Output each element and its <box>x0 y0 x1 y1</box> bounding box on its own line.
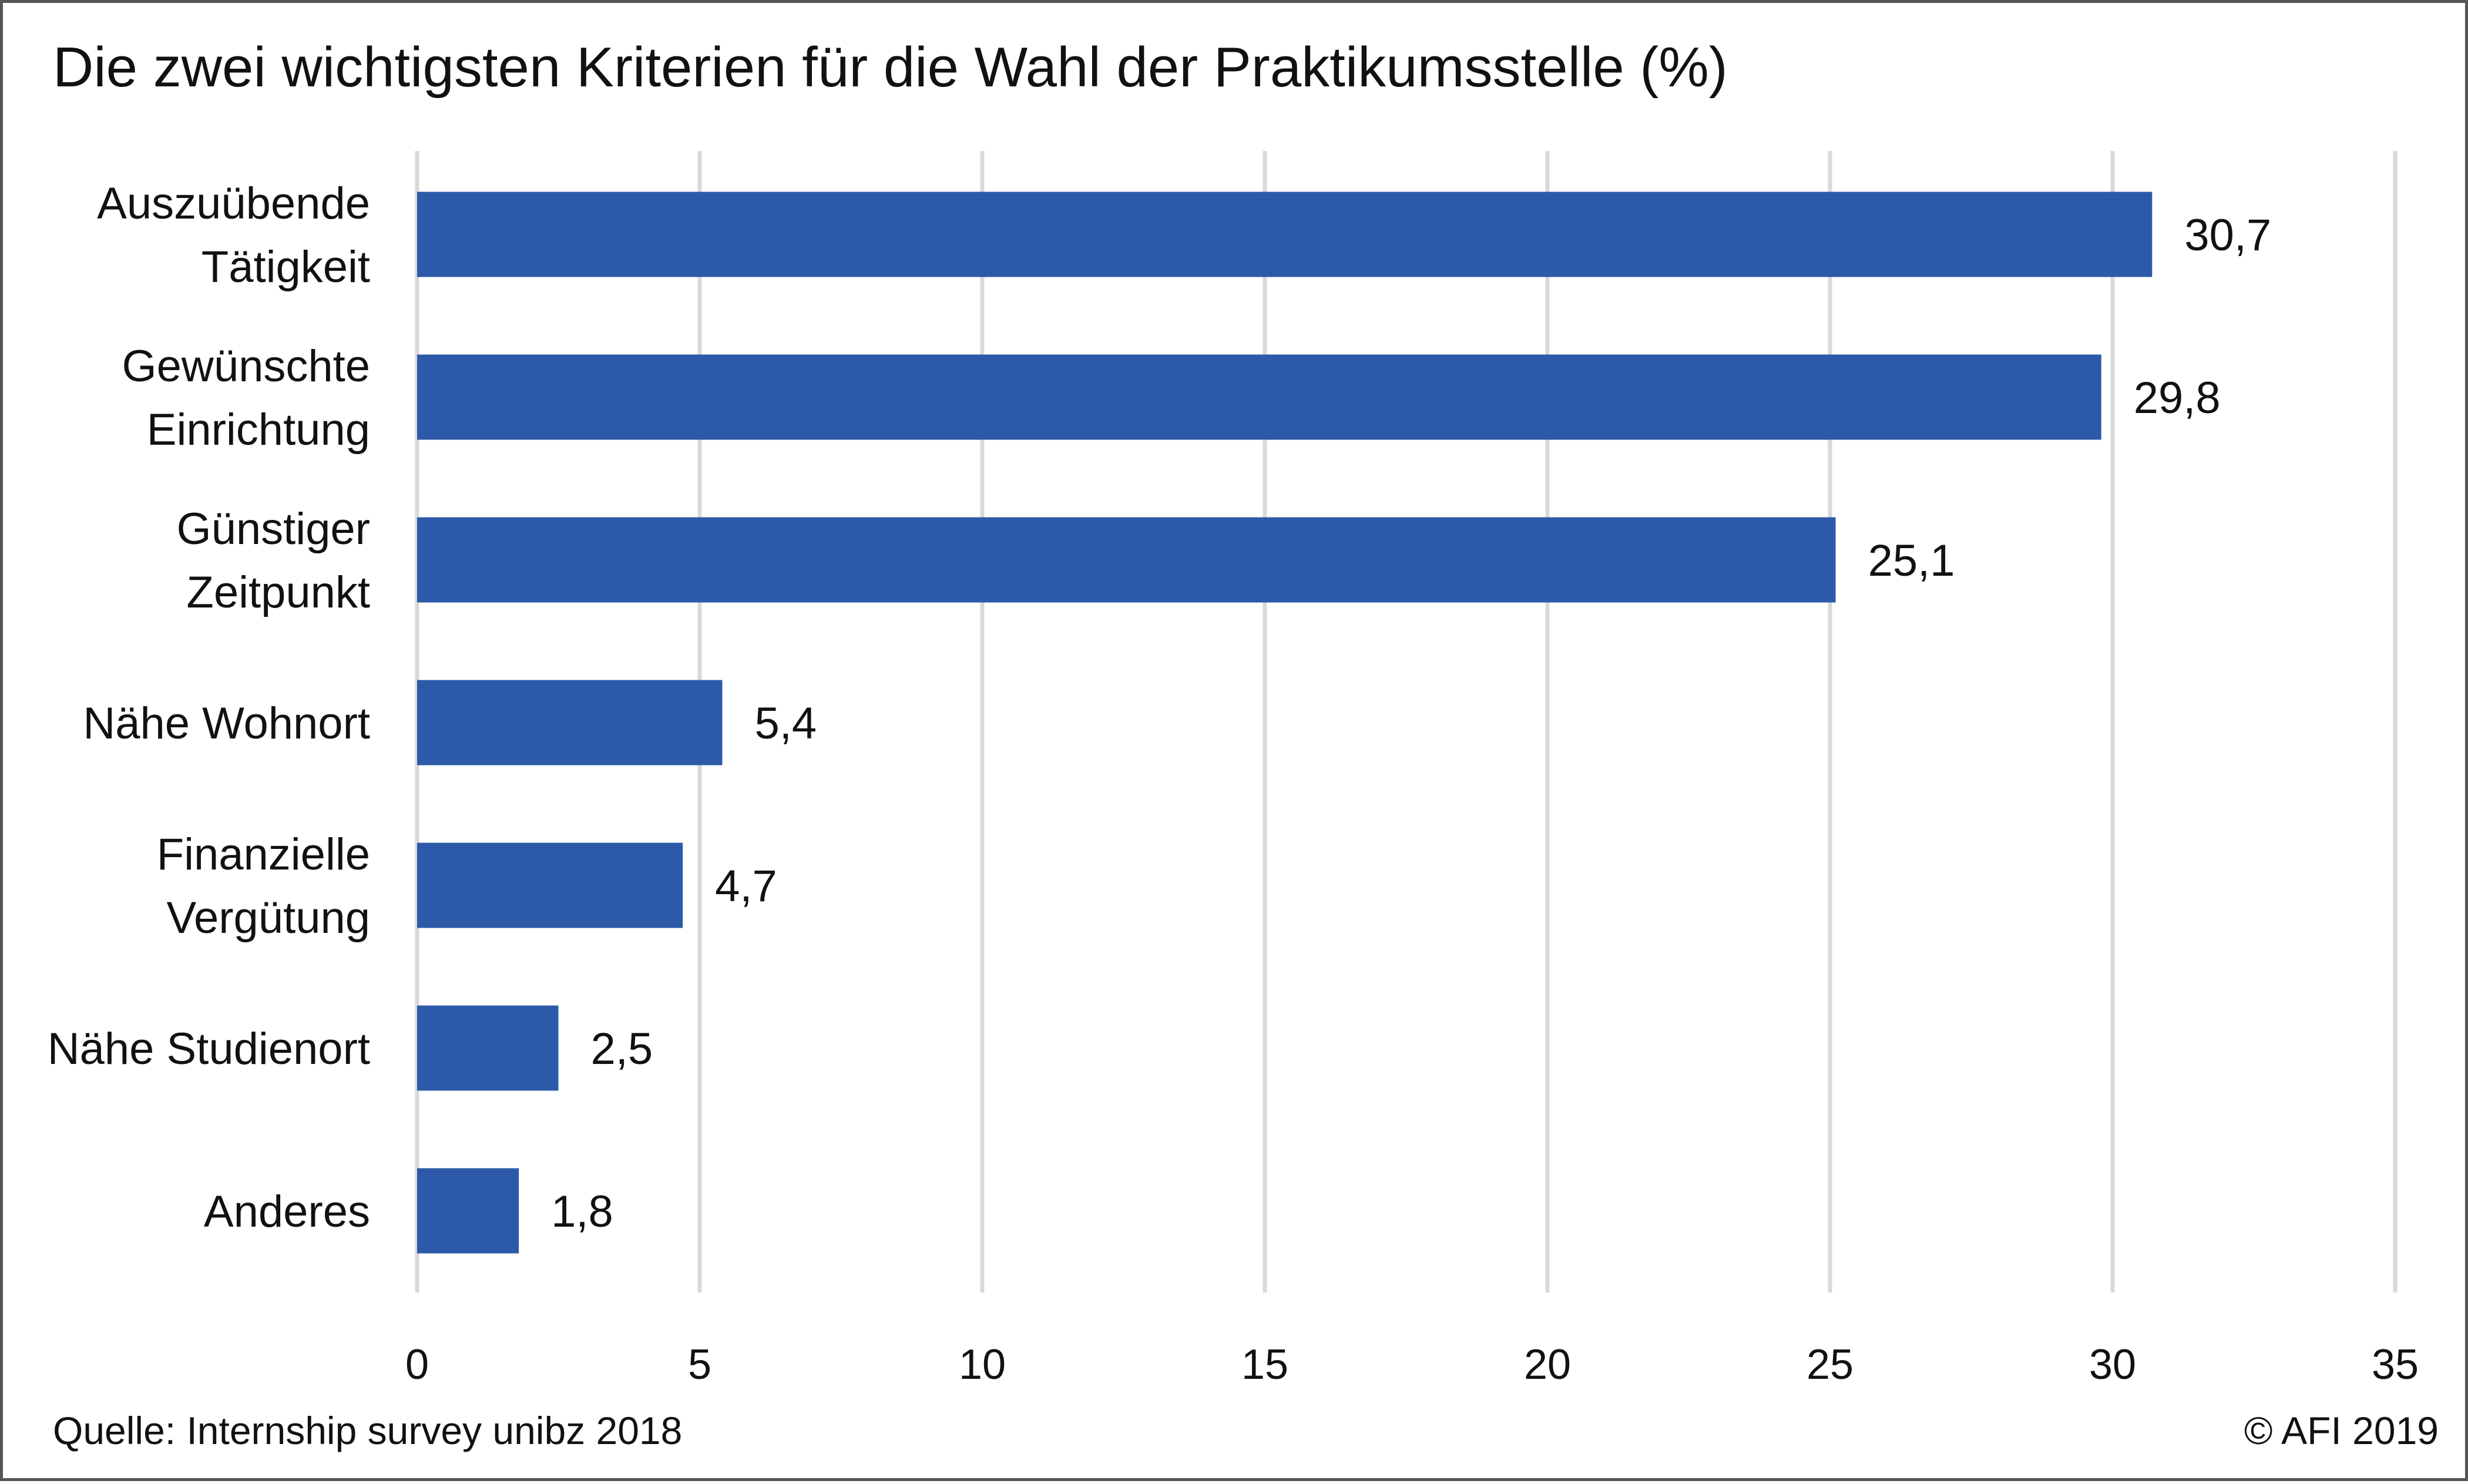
bar-4 <box>417 842 683 928</box>
value-labels: 30,7 29,8 25,1 5,4 4,7 2,5 1,8 <box>551 210 2271 1237</box>
x-tick-label-5: 5 <box>688 1341 711 1388</box>
category-label-4-line-1: Vergütung <box>166 893 370 943</box>
x-tick-label-0: 0 <box>405 1341 429 1388</box>
bar-1 <box>417 354 2101 440</box>
bar-2 <box>417 517 1836 603</box>
x-tick-label-30: 30 <box>2089 1341 2136 1388</box>
bar-3 <box>417 680 723 765</box>
value-label-3: 5,4 <box>754 699 817 748</box>
category-label-1-line-1: Einrichtung <box>147 405 370 455</box>
bar-0 <box>417 192 2153 277</box>
bar-5 <box>417 1005 559 1091</box>
category-label-2-line-0: Günstiger <box>177 504 371 554</box>
category-labels: Auszuübende Tätigkeit Gewünschte Einrichtun… <box>48 179 370 1237</box>
source-note: Quelle: Internship survey unibz 2018 <box>53 1409 683 1452</box>
chart-plot: Auszuübende Tätigkeit Gewünschte Einrichtun… <box>48 151 2419 1388</box>
value-label-4: 4,7 <box>715 861 777 911</box>
category-label-4-line-0: Finanzielle <box>157 830 370 879</box>
x-tick-label-10: 10 <box>959 1341 1006 1388</box>
bars <box>417 192 2153 1254</box>
category-label-0-line-1: Tätigkeit <box>202 242 370 292</box>
copyright-note: © AFI 2019 <box>2244 1409 2439 1452</box>
x-tick-label-35: 35 <box>2372 1341 2419 1388</box>
category-label-6-line-0: Anderes <box>204 1187 370 1237</box>
category-label-5-line-0: Nähe Studienort <box>48 1024 370 1074</box>
x-axis-ticks: 0 5 10 15 20 25 30 35 <box>405 1341 2419 1388</box>
x-tick-label-20: 20 <box>1524 1341 1571 1388</box>
value-label-1: 29,8 <box>2134 373 2221 423</box>
category-label-0-line-0: Auszuübende <box>97 179 370 229</box>
value-label-2: 25,1 <box>1868 536 1955 586</box>
value-label-6: 1,8 <box>551 1187 613 1237</box>
value-label-0: 30,7 <box>2184 210 2271 260</box>
category-label-2-line-1: Zeitpunkt <box>186 568 370 617</box>
value-label-5: 2,5 <box>591 1024 653 1074</box>
category-label-3-line-0: Nähe Wohnort <box>83 699 370 748</box>
chart-title: Die zwei wichtigsten Kriterien für die W… <box>53 36 1728 99</box>
x-tick-label-25: 25 <box>1806 1341 1853 1388</box>
bar-6 <box>417 1168 519 1254</box>
category-label-1-line-0: Gewünschte <box>122 341 370 391</box>
x-tick-label-15: 15 <box>1241 1341 1288 1388</box>
